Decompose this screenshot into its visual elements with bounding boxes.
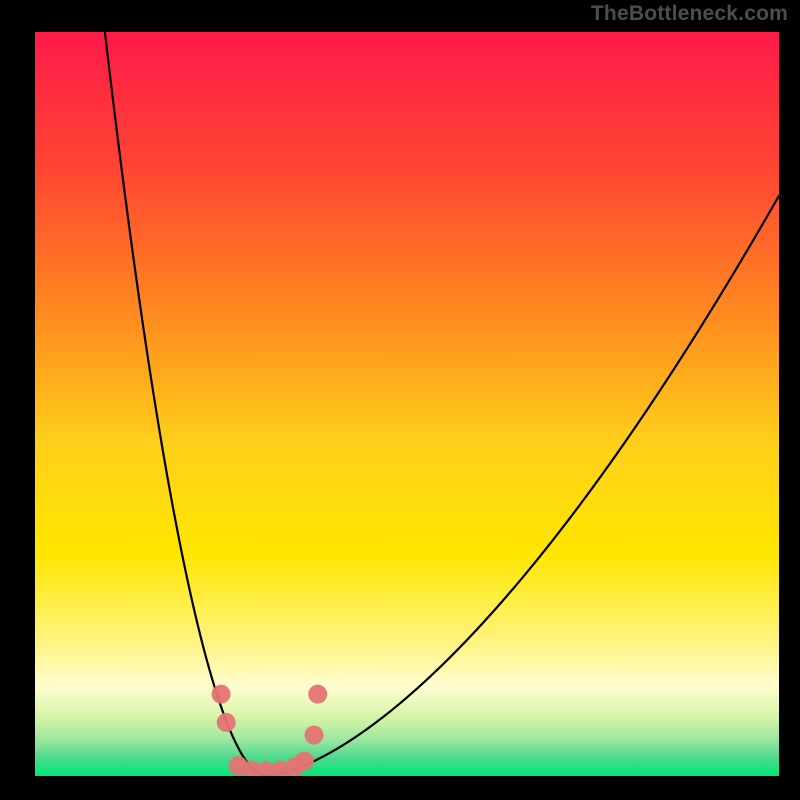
chart-background: [35, 32, 779, 776]
data-point: [305, 726, 324, 745]
bottleneck-curve-chart: [0, 0, 800, 800]
data-point: [295, 752, 314, 771]
watermark-text: TheBottleneck.com: [591, 2, 788, 26]
data-point: [217, 713, 236, 732]
data-point: [212, 685, 231, 704]
chart-stage: TheBottleneck.com: [0, 0, 800, 800]
data-point: [308, 685, 327, 704]
